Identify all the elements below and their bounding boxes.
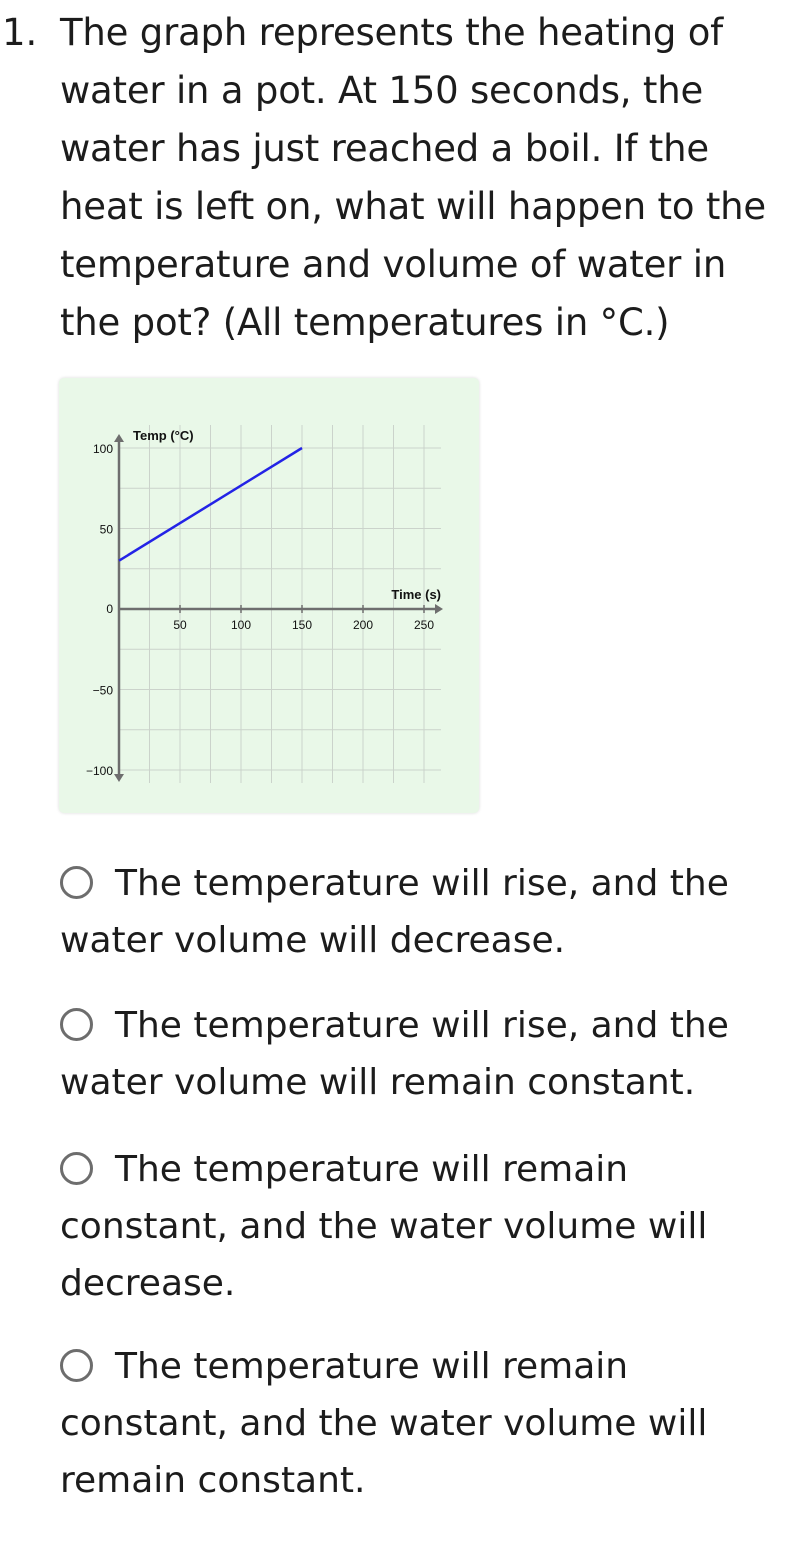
y-tick-label: 0 [106,602,113,616]
question-text: The graph represents the heating of wate… [60,11,766,344]
question-number: 1. [2,11,38,54]
y-tick-label: −100 [86,764,113,778]
radio-button-icon[interactable] [60,1152,93,1185]
radio-button-icon[interactable] [60,1008,93,1041]
answer-option-text: The temperature will remain constant, an… [60,1149,708,1304]
y-axis-arrow-down-icon [114,774,124,782]
answer-option-1[interactable]: The temperature will rise, and the water… [60,855,760,969]
y-tick-label: −50 [93,684,114,698]
answer-option-text: The temperature will rise, and the water… [60,1005,729,1103]
graph-card: 50 100 150 200 250 100 50 0 −50 −100 Temp (°C) Time… [59,378,479,813]
y-tick-label: 50 [100,523,114,537]
temperature-series-line [118,446,303,562]
x-axis-label: Time (s) [391,587,441,602]
radio-button-icon[interactable] [60,1349,93,1382]
answer-option-2[interactable]: The temperature will rise, and the water… [60,997,760,1111]
answer-option-3[interactable]: The temperature will remain constant, an… [60,1141,760,1312]
radio-button-icon[interactable] [60,866,93,899]
x-tick-label: 150 [292,618,312,632]
y-axis-arrow-icon [114,434,124,442]
x-tick-label: 250 [414,618,434,632]
x-tick-label: 50 [173,618,187,632]
answer-option-4[interactable]: The temperature will remain constant, an… [60,1338,760,1509]
x-axis-arrow-icon [435,604,443,614]
x-tick-label: 200 [353,618,373,632]
y-tick-label: 100 [93,442,113,456]
temperature-time-chart: 50 100 150 200 250 100 50 0 −50 −100 Temp (°C) Time… [86,425,443,783]
y-axis-label: Temp (°C) [133,428,194,443]
answer-option-text: The temperature will remain constant, an… [60,1346,708,1501]
answer-option-text: The temperature will rise, and the water… [60,863,729,961]
x-tick-label: 100 [231,618,251,632]
